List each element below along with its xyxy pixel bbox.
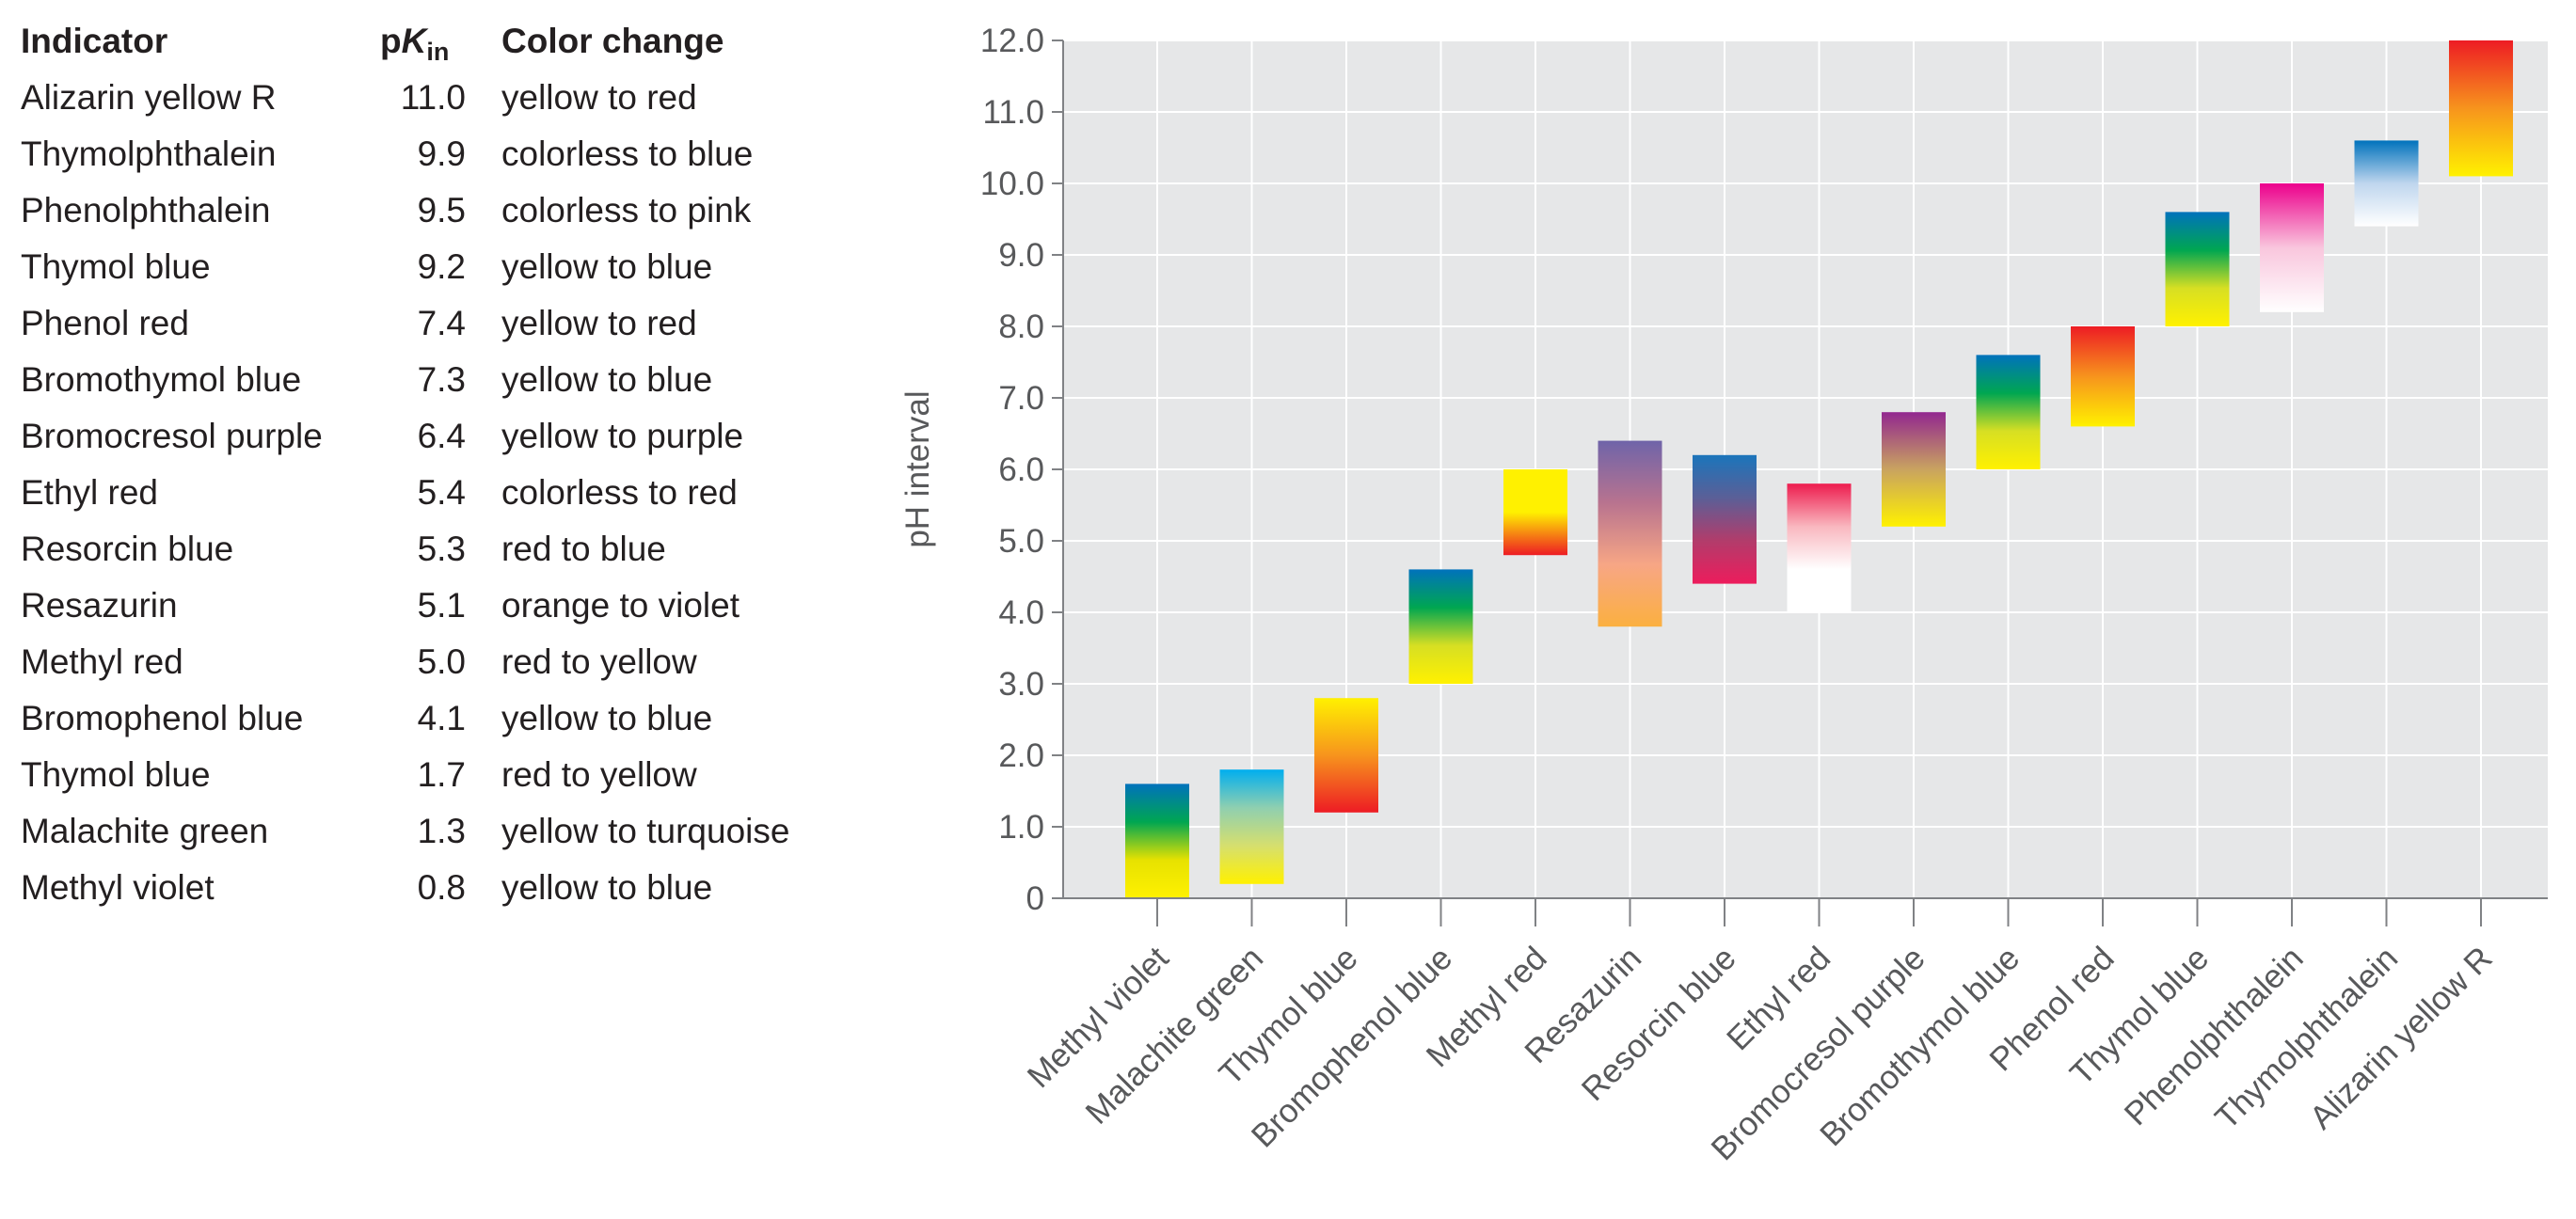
color-change: colorless to blue — [501, 135, 754, 173]
header-pkin: pKin — [380, 13, 449, 80]
ph-range-bar — [1882, 412, 1946, 527]
header-color-change: Color change — [501, 22, 724, 60]
y-axis-title: pH interval — [899, 390, 936, 547]
ph-range-bar — [1408, 569, 1473, 684]
x-category-label: Malachite green — [1078, 940, 1270, 1132]
color-change: yellow to turquoise — [501, 812, 790, 850]
y-tick-label: 1.0 — [998, 809, 1044, 846]
y-tick-label: 10.0 — [980, 166, 1044, 202]
color-change: orange to violet — [501, 586, 740, 625]
color-change: yellow to blue — [501, 247, 713, 286]
header-pkin-sub: in — [426, 38, 450, 66]
indicator-name: Phenolphthalein — [21, 191, 271, 230]
indicator-name: Bromocresol purple — [21, 417, 323, 455]
indicator-name: Thymol blue — [21, 247, 211, 286]
color-change: red to blue — [501, 530, 666, 568]
pkin-value: 5.0 — [417, 642, 466, 681]
color-change: red to yellow — [501, 755, 697, 794]
indicator-name: Alizarin yellow R — [21, 78, 277, 117]
ph-range-bar — [1693, 454, 1757, 584]
color-change: yellow to blue — [501, 699, 713, 737]
indicator-name: Bromothymol blue — [21, 360, 302, 399]
indicator-name: Bromophenol blue — [21, 699, 304, 737]
indicator-name: Resazurin — [21, 586, 178, 625]
ph-range-bar — [1125, 784, 1189, 898]
pkin-value: 4.1 — [417, 699, 466, 737]
y-tick-label: 9.0 — [998, 237, 1044, 274]
ph-range-bar — [1598, 440, 1662, 627]
ph-range-bar — [1219, 769, 1284, 884]
pkin-value: 11.0 — [400, 78, 466, 117]
grid-lines — [1052, 40, 2548, 926]
ph-range-bar — [1976, 355, 2041, 469]
axes — [1062, 40, 2548, 899]
y-tick-label: 0 — [1026, 880, 1044, 917]
pkin-value: 7.4 — [417, 304, 466, 342]
color-change: colorless to red — [501, 473, 738, 512]
indicator-name: Malachite green — [21, 812, 269, 850]
color-change: yellow to purple — [501, 417, 744, 455]
pkin-value: 5.4 — [417, 473, 466, 512]
y-tick-label: 7.0 — [998, 380, 1044, 417]
color-change: yellow to red — [501, 304, 697, 342]
ph-range-bar — [1787, 483, 1852, 612]
pkin-value: 9.5 — [417, 191, 466, 230]
ph-range-bar — [1503, 469, 1567, 556]
pkin-value: 1.3 — [417, 812, 466, 850]
indicator-name: Phenol red — [21, 304, 189, 342]
indicator-name: Resorcin blue — [21, 530, 234, 568]
color-change: yellow to blue — [501, 360, 713, 399]
color-change: yellow to blue — [501, 868, 713, 907]
pkin-value: 0.8 — [417, 868, 466, 907]
y-tick-label: 3.0 — [998, 666, 1044, 703]
ph-range-bar — [2260, 183, 2324, 312]
indicator-name: Thymol blue — [21, 755, 211, 794]
color-change: red to yellow — [501, 642, 697, 681]
y-tick-label: 11.0 — [982, 94, 1044, 131]
pkin-value: 9.2 — [417, 247, 466, 286]
color-change: yellow to red — [501, 78, 697, 117]
header-pkin-p: p — [380, 22, 402, 60]
header-indicator: Indicator — [21, 22, 168, 60]
ph-range-bar — [2165, 212, 2230, 326]
y-tick-label: 4.0 — [998, 594, 1044, 631]
header-pkin-k: K — [401, 22, 427, 60]
ph-range-bar — [2449, 40, 2513, 177]
pkin-value: 5.1 — [417, 586, 466, 625]
indicator-name: Methyl red — [21, 642, 183, 681]
indicator-name: Thymolphthalein — [21, 135, 277, 173]
pkin-value: 1.7 — [417, 755, 466, 794]
y-tick-label: 5.0 — [998, 523, 1044, 560]
y-tick-label: 8.0 — [998, 309, 1044, 345]
color-change: colorless to pink — [501, 191, 752, 230]
ph-range-bar — [2354, 140, 2419, 227]
y-tick-label: 12.0 — [980, 23, 1044, 59]
pkin-value: 5.3 — [417, 530, 466, 568]
indicator-name: Ethyl red — [21, 473, 159, 512]
indicator-name: Methyl violet — [21, 868, 215, 907]
y-tick-label: 6.0 — [998, 451, 1044, 488]
pkin-value: 6.4 — [417, 417, 466, 455]
range-bars — [1125, 40, 2513, 898]
pkin-value: 7.3 — [417, 360, 466, 399]
ph-range-bar — [2071, 326, 2135, 427]
pkin-value: 9.9 — [417, 135, 466, 173]
y-tick-label: 2.0 — [998, 737, 1044, 774]
ph-range-bar — [1314, 698, 1378, 813]
